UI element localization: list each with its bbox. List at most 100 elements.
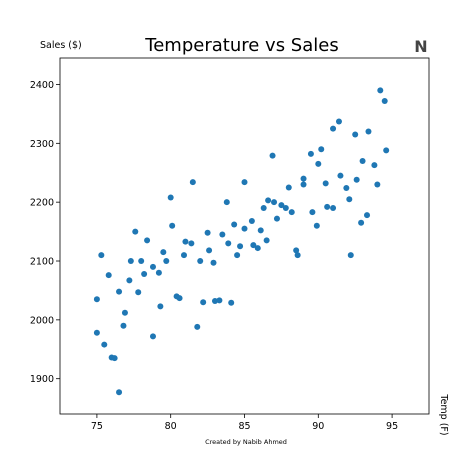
scatter-point xyxy=(313,222,320,229)
scatter-point xyxy=(278,202,285,209)
y-axis-ticks: 1900 2000 2100 2200 2300 2400 xyxy=(30,80,60,385)
scatter-point xyxy=(269,152,276,159)
scatter-point xyxy=(273,215,280,222)
scatter-point xyxy=(294,252,301,259)
scatter-point xyxy=(231,221,238,228)
scatter-point xyxy=(250,242,257,249)
scatter-point xyxy=(127,258,134,265)
scatter-point xyxy=(210,259,217,266)
scatter-point xyxy=(200,299,207,306)
scatter-point xyxy=(322,180,329,187)
scatter-point xyxy=(265,197,272,204)
scatter-point xyxy=(254,245,261,252)
scatter-point xyxy=(120,322,127,329)
scatter-point xyxy=(116,389,123,396)
scatter-point xyxy=(300,175,307,182)
scatter-point xyxy=(371,162,378,169)
scatter-point xyxy=(374,181,381,188)
scatter-point xyxy=(189,179,196,186)
scatter-point xyxy=(335,118,342,125)
scatter-point xyxy=(271,199,278,206)
scatter-point xyxy=(343,185,350,192)
scatter-point xyxy=(365,128,372,135)
scatter-point xyxy=(309,209,316,216)
scatter-point xyxy=(105,272,112,279)
y-tick-label: 2300 xyxy=(30,139,54,150)
scatter-point xyxy=(216,297,223,304)
scatter-point xyxy=(176,295,183,302)
logo: N xyxy=(414,37,427,56)
x-tick-label: 95 xyxy=(386,421,398,432)
scatter-point xyxy=(330,205,337,212)
scatter-point xyxy=(93,296,100,303)
scatter-point xyxy=(155,269,162,276)
scatter-point xyxy=(228,299,235,306)
scatter-point xyxy=(188,240,195,247)
scatter-point xyxy=(121,309,128,316)
chart-title: Temperature vs Sales xyxy=(144,35,338,56)
x-tick-label: 80 xyxy=(165,421,177,432)
y-axis-label: Sales ($) xyxy=(40,40,82,51)
scatter-point xyxy=(206,247,213,254)
scatter-point xyxy=(241,179,248,186)
scatter-point xyxy=(353,176,360,183)
scatter-point xyxy=(116,288,123,295)
scatter-point xyxy=(234,252,241,259)
scatter-point xyxy=(180,252,187,259)
scatter-point xyxy=(204,229,211,236)
logo-mark: N xyxy=(414,37,427,56)
scatter-point xyxy=(330,125,337,132)
scatter-point xyxy=(300,181,307,188)
scatter-point xyxy=(257,227,264,234)
scatter-point xyxy=(263,237,270,244)
x-tick-label: 90 xyxy=(312,421,324,432)
scatter-point xyxy=(237,243,244,250)
x-tick-label: 85 xyxy=(238,421,250,432)
scatter-point xyxy=(126,277,133,284)
scatter-point xyxy=(285,184,292,191)
scatter-point xyxy=(211,298,218,305)
scatter-point xyxy=(383,147,390,154)
y-tick-label: 2200 xyxy=(30,198,54,209)
scatter-point xyxy=(160,249,167,256)
scatter-point xyxy=(337,172,344,179)
scatter-point xyxy=(288,209,295,216)
scatter-point xyxy=(324,203,331,210)
scatter-point xyxy=(149,333,156,340)
y-tick-label: 2000 xyxy=(30,315,54,326)
scatter-point xyxy=(197,258,204,265)
y-tick-label: 2400 xyxy=(30,80,54,91)
scatter-point xyxy=(93,329,100,336)
scatter-point xyxy=(144,237,151,244)
scatter-point xyxy=(282,205,289,212)
scatter-point xyxy=(346,196,353,203)
scatter-point xyxy=(169,222,176,229)
scatter-point xyxy=(248,217,255,224)
scatter-point xyxy=(307,150,314,157)
scatter-point xyxy=(157,303,164,310)
scatter-point xyxy=(352,131,359,138)
scatter-point xyxy=(359,157,366,164)
scatter-point xyxy=(241,225,248,232)
scatter-point xyxy=(219,231,226,238)
scatter-point xyxy=(163,258,170,265)
x-axis-label: Temp (F) xyxy=(438,393,449,435)
scatter-point xyxy=(381,97,388,104)
scatter-point xyxy=(260,205,267,212)
scatter-point xyxy=(225,240,232,247)
scatter-point xyxy=(364,212,371,219)
scatter-point xyxy=(377,87,384,94)
x-axis-ticks: 75 80 85 90 95 xyxy=(91,414,398,432)
x-tick-label: 75 xyxy=(91,421,103,432)
scatter-point xyxy=(141,270,148,277)
scatter-point xyxy=(111,355,118,362)
scatter-point xyxy=(358,219,365,226)
scatter-point xyxy=(223,199,230,206)
scatter-point xyxy=(318,146,325,153)
data-points xyxy=(93,87,390,396)
scatter-point xyxy=(182,238,189,245)
scatter-point xyxy=(98,252,105,259)
y-tick-label: 1900 xyxy=(30,374,54,385)
scatter-point xyxy=(138,258,145,265)
